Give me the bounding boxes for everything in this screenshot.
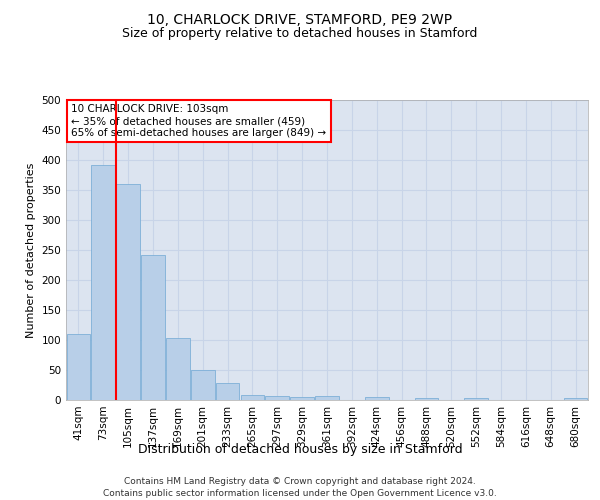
Bar bbox=[415, 398, 438, 400]
Bar bbox=[166, 338, 190, 400]
Bar bbox=[564, 398, 587, 400]
Bar bbox=[464, 398, 488, 400]
Bar bbox=[365, 397, 389, 400]
Bar bbox=[141, 255, 165, 400]
Bar bbox=[91, 165, 115, 400]
Bar bbox=[265, 396, 289, 400]
Bar bbox=[315, 396, 339, 400]
Y-axis label: Number of detached properties: Number of detached properties bbox=[26, 162, 36, 338]
Text: 10 CHARLOCK DRIVE: 103sqm
← 35% of detached houses are smaller (459)
65% of semi: 10 CHARLOCK DRIVE: 103sqm ← 35% of detac… bbox=[71, 104, 326, 138]
Text: Contains public sector information licensed under the Open Government Licence v3: Contains public sector information licen… bbox=[103, 489, 497, 498]
Bar bbox=[67, 334, 90, 400]
Text: Contains HM Land Registry data © Crown copyright and database right 2024.: Contains HM Land Registry data © Crown c… bbox=[124, 478, 476, 486]
Bar bbox=[216, 382, 239, 400]
Bar bbox=[116, 184, 140, 400]
Text: Size of property relative to detached houses in Stamford: Size of property relative to detached ho… bbox=[122, 28, 478, 40]
Text: Distribution of detached houses by size in Stamford: Distribution of detached houses by size … bbox=[137, 442, 463, 456]
Bar bbox=[191, 370, 215, 400]
Text: 10, CHARLOCK DRIVE, STAMFORD, PE9 2WP: 10, CHARLOCK DRIVE, STAMFORD, PE9 2WP bbox=[148, 12, 452, 26]
Bar bbox=[290, 397, 314, 400]
Bar bbox=[241, 394, 264, 400]
